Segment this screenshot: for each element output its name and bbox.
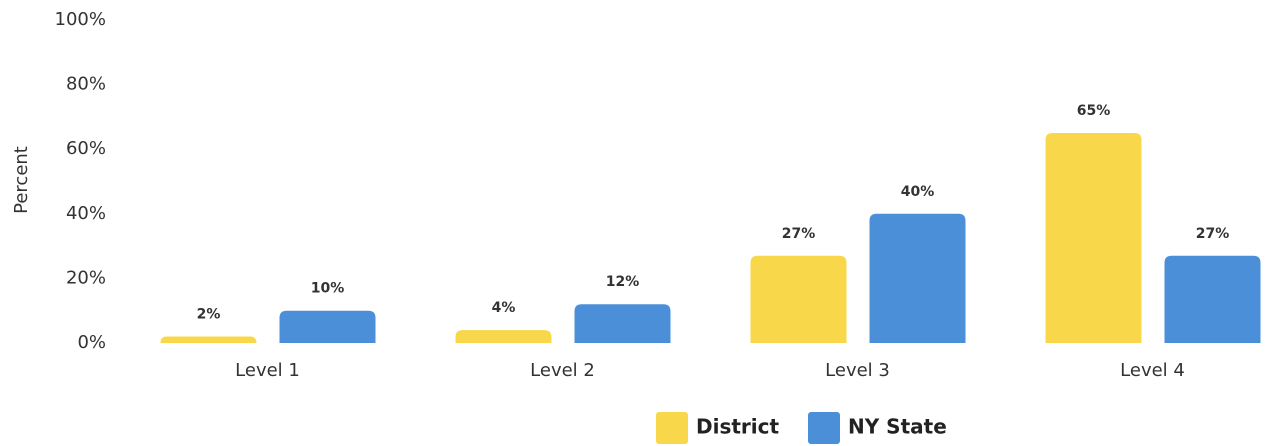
x-tick-label: Level 1 — [235, 360, 300, 381]
bar — [279, 310, 376, 343]
data-label: 12% — [606, 274, 640, 290]
data-label: 4% — [492, 300, 516, 316]
x-tick-label: Level 3 — [825, 360, 890, 381]
bar — [1164, 255, 1261, 343]
data-label: 2% — [197, 307, 221, 323]
y-tick-label: 0% — [77, 332, 106, 353]
bar — [750, 255, 847, 343]
legend-label: District — [696, 415, 779, 439]
data-label: 10% — [311, 281, 345, 297]
data-label: 27% — [782, 226, 816, 242]
legend-swatch — [656, 412, 688, 444]
y-tick-label: 40% — [66, 203, 106, 224]
bar — [869, 213, 966, 343]
data-label: 65% — [1077, 103, 1111, 119]
y-axis-label: Percent — [11, 146, 32, 214]
bar — [160, 336, 257, 343]
y-tick-label: 60% — [66, 138, 106, 159]
bar — [455, 330, 552, 343]
data-label: 27% — [1196, 226, 1230, 242]
y-tick-label: 20% — [66, 267, 106, 288]
x-tick-label: Level 4 — [1120, 360, 1185, 381]
bar — [574, 304, 671, 343]
x-tick-label: Level 2 — [530, 360, 595, 381]
bar — [1045, 133, 1142, 343]
legend-swatch — [808, 412, 840, 444]
y-tick-label: 80% — [66, 74, 106, 95]
y-tick-label: 100% — [55, 9, 106, 30]
data-label: 40% — [901, 184, 935, 200]
legend-label: NY State — [848, 415, 947, 439]
